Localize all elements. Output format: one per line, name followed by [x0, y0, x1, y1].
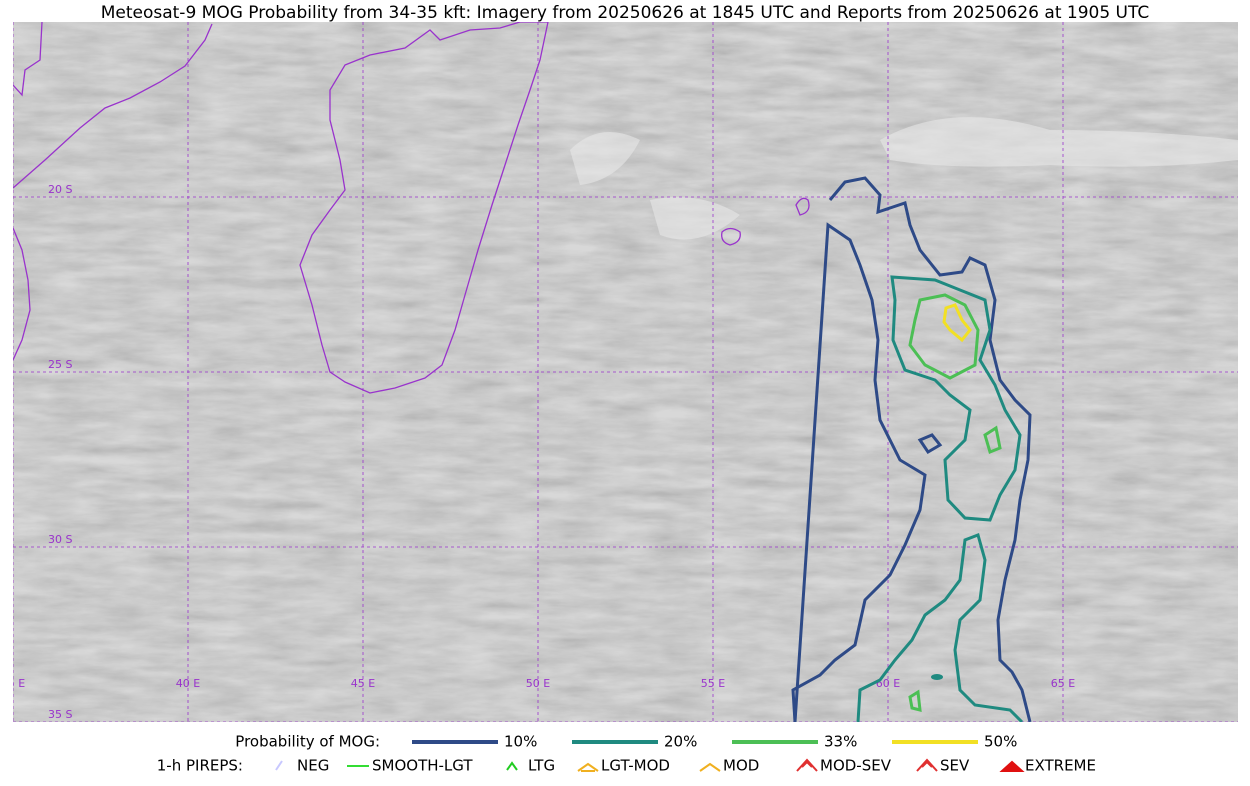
- legend-label: 33%: [824, 733, 857, 751]
- legend-symbol: [699, 762, 721, 772]
- title: Meteosat-9 MOG Probability from 34-35 kf…: [101, 3, 1150, 23]
- latitude-label: 35 S: [48, 708, 72, 721]
- contour-10: [791, 176, 1032, 722]
- legend-symbol: [506, 761, 518, 771]
- contour-20: [890, 275, 1022, 522]
- legend: Probability of MOG: 10% 20% 33% 50% 1-h PIREP…: [157, 733, 1096, 775]
- legend-label: 20%: [664, 733, 697, 751]
- coastline-mauritius: [795, 197, 810, 216]
- legend-label: SMOOTH-LGT: [372, 757, 473, 775]
- legend-label: LGT-MOD: [601, 757, 670, 775]
- legend-label: SEV: [940, 757, 970, 775]
- legend-symbol: [916, 758, 938, 772]
- legend-symbol: [577, 762, 599, 772]
- legend-label: 10%: [504, 733, 537, 751]
- coastline-madagascar: [299, 22, 549, 394]
- contour-50: [942, 303, 972, 343]
- legend-label: NEG: [297, 757, 329, 775]
- longitude-label: 55 E: [701, 677, 725, 690]
- map-area: 35 E 40 E 45 E 50 E 55 E 60 E 65 E 20 S 25 S 30 S…: [1, 22, 1238, 722]
- contour-10-small: [917, 433, 943, 455]
- coastline-mozambique: [13, 227, 31, 361]
- legend-title: Probability of MOG:: [235, 733, 380, 751]
- graticule: 35 E 40 E 45 E 50 E 55 E 60 E 65 E 20 S 25 S 30 S…: [1, 22, 1238, 722]
- longitude-label: 65 E: [1051, 677, 1075, 690]
- latitude-label: 25 S: [48, 358, 72, 371]
- contour-33-small: [908, 425, 1002, 712]
- coastline-reunion: [721, 227, 741, 246]
- legend-symbol: [275, 760, 283, 771]
- longitude-label: 45 E: [351, 677, 375, 690]
- longitude-label: 50 E: [526, 677, 550, 690]
- coastline-africa: [13, 23, 213, 189]
- legend-label: MOD-SEV: [820, 757, 892, 775]
- contour-20-spot: [931, 674, 943, 680]
- contour-33: [908, 293, 980, 380]
- latitude-label: 30 S: [48, 533, 72, 546]
- coastline-africa-north: [13, 22, 43, 97]
- longitude-label: 40 E: [176, 677, 200, 690]
- latitude-label: 20 S: [48, 183, 72, 196]
- legend-symbol: [796, 758, 818, 772]
- legend-label: 50%: [984, 733, 1017, 751]
- legend-label: MOD: [723, 757, 759, 775]
- longitude-label: 60 E: [876, 677, 900, 690]
- longitude-label: 35 E: [1, 677, 25, 690]
- legend-symbol: [999, 760, 1025, 772]
- bright-clouds: [570, 117, 1238, 240]
- contour-20-south: [856, 533, 1024, 722]
- legend-label: LTG: [528, 757, 555, 775]
- legend-title: 1-h PIREPS:: [157, 757, 243, 775]
- legend-label: EXTREME: [1025, 757, 1096, 775]
